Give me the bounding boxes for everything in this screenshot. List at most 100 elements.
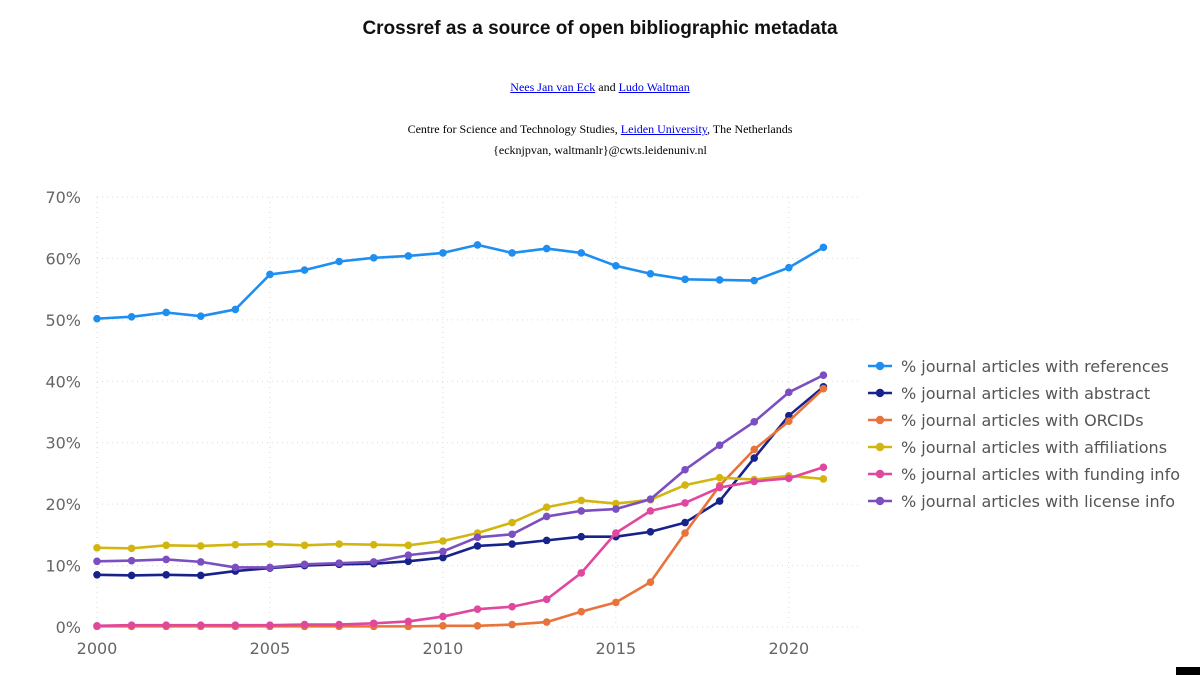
legend-swatch-marker	[875, 388, 885, 398]
data-point	[439, 621, 447, 630]
data-point	[266, 540, 274, 548]
y-tick-label: 0%	[56, 618, 81, 637]
legend-label: % journal articles with ORCIDs	[901, 411, 1144, 430]
data-point	[300, 620, 309, 629]
data-point	[542, 503, 551, 512]
data-point	[508, 540, 516, 548]
data-point	[577, 507, 586, 515]
series-line	[96, 385, 825, 577]
data-point	[404, 551, 413, 559]
legend-swatch-marker	[875, 415, 885, 425]
x-tick-label: 2000	[77, 639, 118, 658]
y-tick-label: 10%	[45, 557, 81, 576]
legend-label: % journal articles with references	[901, 357, 1169, 376]
legend-item: % journal articles with affiliations	[868, 438, 1167, 457]
data-point	[196, 558, 205, 566]
data-point	[473, 621, 482, 630]
x-tick-label: 2005	[250, 639, 291, 658]
data-point	[750, 445, 759, 454]
data-point	[369, 540, 378, 549]
data-point	[473, 605, 482, 613]
data-point	[369, 619, 378, 628]
y-tick-label: 50%	[45, 311, 81, 330]
leiden-university-link[interactable]: Leiden University	[620, 122, 707, 136]
legend-item: % journal articles with abstract	[868, 384, 1150, 403]
data-point	[93, 621, 101, 630]
author-link-waltman[interactable]: Ludo Waltman	[618, 80, 690, 94]
data-point	[646, 495, 655, 504]
data-point	[369, 254, 378, 262]
corner-mark	[1176, 667, 1200, 675]
legend-label: % journal articles with abstract	[901, 384, 1150, 403]
data-point	[542, 536, 551, 545]
series-line	[97, 387, 825, 628]
data-point	[162, 621, 170, 629]
data-point	[785, 411, 793, 420]
data-point	[473, 533, 482, 542]
affiliation-prefix: Centre for Science and Technology Studie…	[407, 122, 621, 136]
data-point	[785, 263, 793, 272]
data-point	[439, 612, 447, 621]
data-point	[542, 244, 551, 253]
data-point	[93, 314, 101, 323]
y-tick-label: 30%	[45, 434, 81, 453]
data-point	[93, 570, 101, 579]
chart-legend: % journal articles with references % jour…	[868, 357, 1180, 511]
data-point	[162, 555, 170, 564]
data-point	[681, 499, 689, 507]
data-point	[612, 505, 620, 513]
series-line	[96, 466, 824, 628]
legend-swatch-marker	[875, 361, 885, 371]
authors-conjunction: and	[595, 80, 619, 94]
y-tick-label: 40%	[45, 372, 81, 391]
data-point	[439, 537, 447, 545]
data-point	[127, 556, 136, 565]
data-point	[612, 262, 620, 270]
data-point	[162, 541, 170, 550]
data-point	[646, 507, 655, 515]
series-3	[93, 472, 828, 553]
series-1	[93, 383, 828, 580]
series-4	[93, 463, 828, 630]
data-point	[231, 305, 240, 314]
data-point	[577, 249, 586, 257]
data-point	[335, 540, 343, 548]
series-0	[93, 241, 828, 323]
data-point	[577, 496, 586, 505]
data-point	[681, 275, 689, 284]
affiliation-suffix: , The Netherlands	[707, 122, 793, 136]
legend-swatch-marker	[875, 469, 885, 479]
data-point	[93, 557, 101, 566]
y-axis: 0% 10% 20% 30% 40% 50% 60% 70%	[45, 188, 81, 637]
data-point	[819, 475, 828, 483]
data-point	[715, 497, 724, 505]
series-2	[93, 384, 828, 631]
data-point	[646, 269, 655, 278]
email-line: {ecknjpvan, waltmanlr}@cwts.leidenuniv.n…	[493, 143, 707, 157]
x-tick-label: 2020	[768, 639, 809, 658]
data-point	[715, 483, 724, 492]
data-point	[162, 308, 170, 317]
series-5	[93, 371, 828, 572]
data-point	[819, 243, 828, 252]
data-point	[266, 621, 274, 629]
legend-label: % journal articles with funding info	[901, 465, 1180, 484]
x-tick-label: 2010	[423, 639, 464, 658]
data-point	[404, 252, 413, 260]
legend-item: % journal articles with license info	[868, 492, 1175, 511]
data-point	[646, 578, 655, 586]
data-point	[196, 542, 205, 550]
data-point	[750, 454, 759, 462]
data-point	[404, 541, 413, 550]
data-point	[439, 249, 447, 257]
data-point	[819, 384, 828, 393]
data-point	[715, 441, 724, 449]
data-point	[508, 602, 516, 611]
data-point	[577, 569, 586, 577]
author-line: Nees Jan van Eck and Ludo Waltman	[0, 80, 1200, 95]
author-link-van-eck[interactable]: Nees Jan van Eck	[510, 80, 596, 94]
data-point	[404, 557, 413, 566]
data-point	[266, 270, 274, 279]
data-point	[681, 481, 689, 489]
